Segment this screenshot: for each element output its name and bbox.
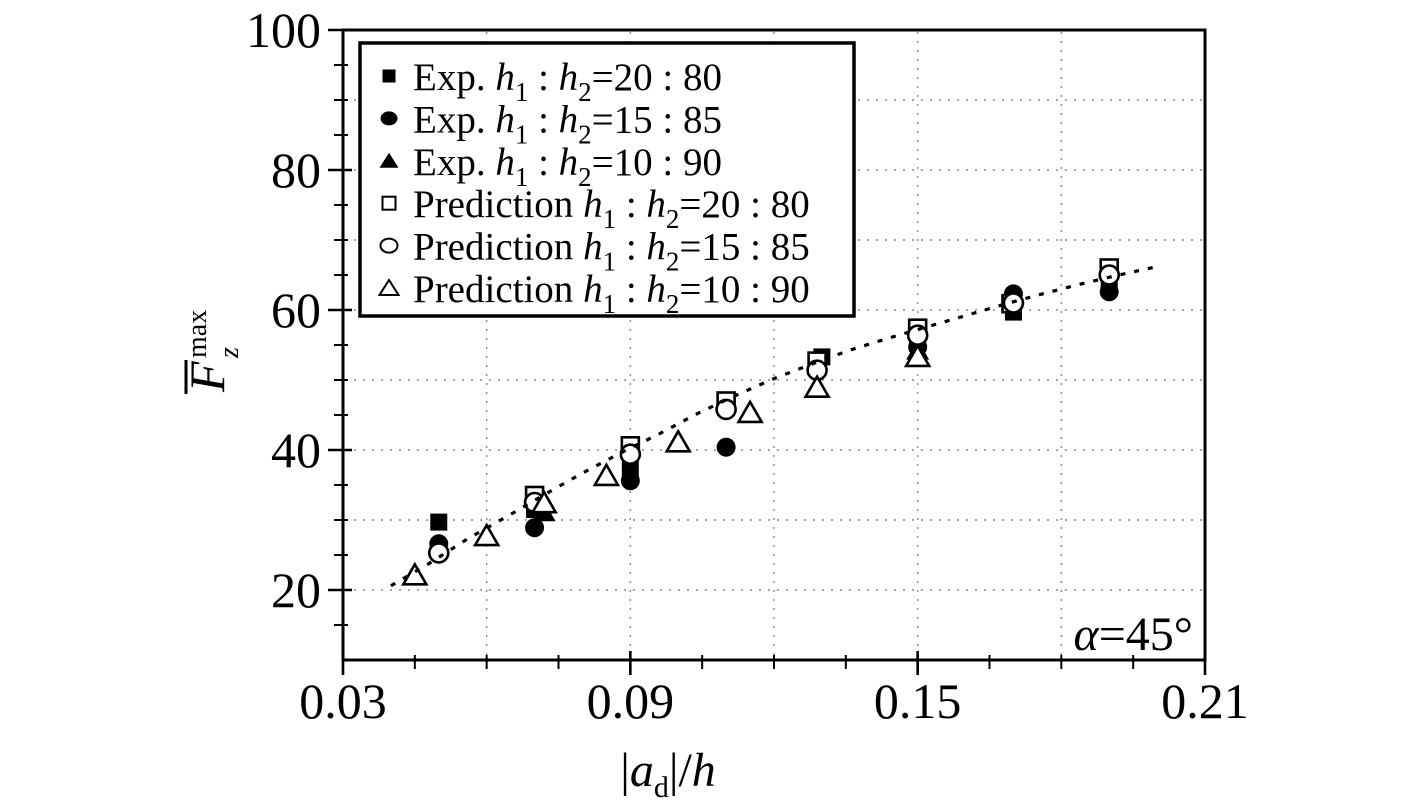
- x-tick-label: 0.03: [299, 673, 387, 729]
- legend-item: Exp. h1 : h2=10 : 90: [379, 141, 722, 192]
- legend-item: Exp. h1 : h2=15 : 85: [380, 98, 722, 149]
- x-axis-label: |ad|/h: [620, 744, 716, 804]
- open-triangle-marker: [736, 399, 764, 424]
- open-square-icon: [381, 195, 397, 211]
- y-tick-label: 60: [271, 282, 321, 338]
- open-circle-icon: [379, 237, 399, 254]
- open-circle-marker: [1098, 264, 1121, 286]
- x-tick-labels: 0.03 0.09 0.15 0.21: [299, 673, 1249, 729]
- open-triangle-icon: [377, 278, 401, 296]
- filled-circle-marker: [525, 518, 545, 538]
- legend-item: Exp. h1 : h2=20 : 80: [382, 56, 722, 107]
- legend-item-label: Prediction h1 : h2=20 : 80: [413, 183, 810, 234]
- open-triangle-marker: [664, 428, 692, 453]
- open-circle-marker: [427, 542, 450, 564]
- open-triangle-marker: [472, 522, 501, 547]
- legend-item-label: Prediction h1 : h2=15 : 85: [413, 226, 810, 277]
- filled-circle-marker: [1099, 282, 1119, 302]
- legend-item-label: Exp. h1 : h2=15 : 85: [413, 98, 722, 149]
- open-triangle-marker: [903, 343, 932, 368]
- axis-ticks: [328, 28, 1207, 675]
- y-tick-label: 20: [271, 562, 321, 618]
- y-axis-label-sup: max: [182, 310, 213, 358]
- y-tick-label: 40: [271, 422, 321, 478]
- legend-item: Prediction h1 : h2=20 : 80: [381, 183, 810, 234]
- legend-item-label: Exp. h1 : h2=20 : 80: [413, 56, 722, 107]
- y-axis-label-sub: z: [214, 347, 245, 359]
- open-circle-marker: [715, 398, 737, 421]
- open-triangle-marker: [803, 374, 831, 399]
- filled-square-icon: [382, 69, 396, 83]
- legend-item: Prediction h1 : h2=15 : 85: [379, 226, 810, 277]
- x-tick-label: 0.21: [1161, 673, 1249, 729]
- legend-item: Prediction h1 : h2=10 : 90: [377, 268, 810, 319]
- open-circle-marker: [619, 443, 642, 466]
- legend-item-label: Prediction h1 : h2=10 : 90: [413, 268, 810, 319]
- filled-circle-marker: [620, 471, 640, 491]
- filled-square-marker: [430, 513, 448, 531]
- filled-circle-marker: [716, 437, 736, 457]
- series-pred-15-85: [427, 264, 1121, 564]
- open-triangle-marker: [401, 561, 429, 586]
- open-triangle-marker: [592, 462, 621, 487]
- x-tick-label: 0.15: [874, 673, 962, 729]
- legend-item-label: Exp. h1 : h2=10 : 90: [413, 141, 722, 192]
- x-tick-label: 0.09: [587, 673, 675, 729]
- open-triangle-marker: [530, 489, 558, 514]
- trend-line: [390, 265, 1158, 588]
- alpha-annotation: α=45°: [1074, 608, 1193, 661]
- legend-box: [358, 41, 856, 318]
- y-tick-label: 100: [246, 2, 321, 58]
- y-tick-labels: 20 40 60 80 100: [246, 2, 321, 618]
- y-tick-label: 80: [271, 142, 321, 198]
- filled-triangle-icon: [379, 152, 399, 168]
- series-pred-10-90: [401, 343, 932, 586]
- y-axis-label-base: F: [179, 361, 235, 393]
- filled-circle-icon: [380, 111, 398, 126]
